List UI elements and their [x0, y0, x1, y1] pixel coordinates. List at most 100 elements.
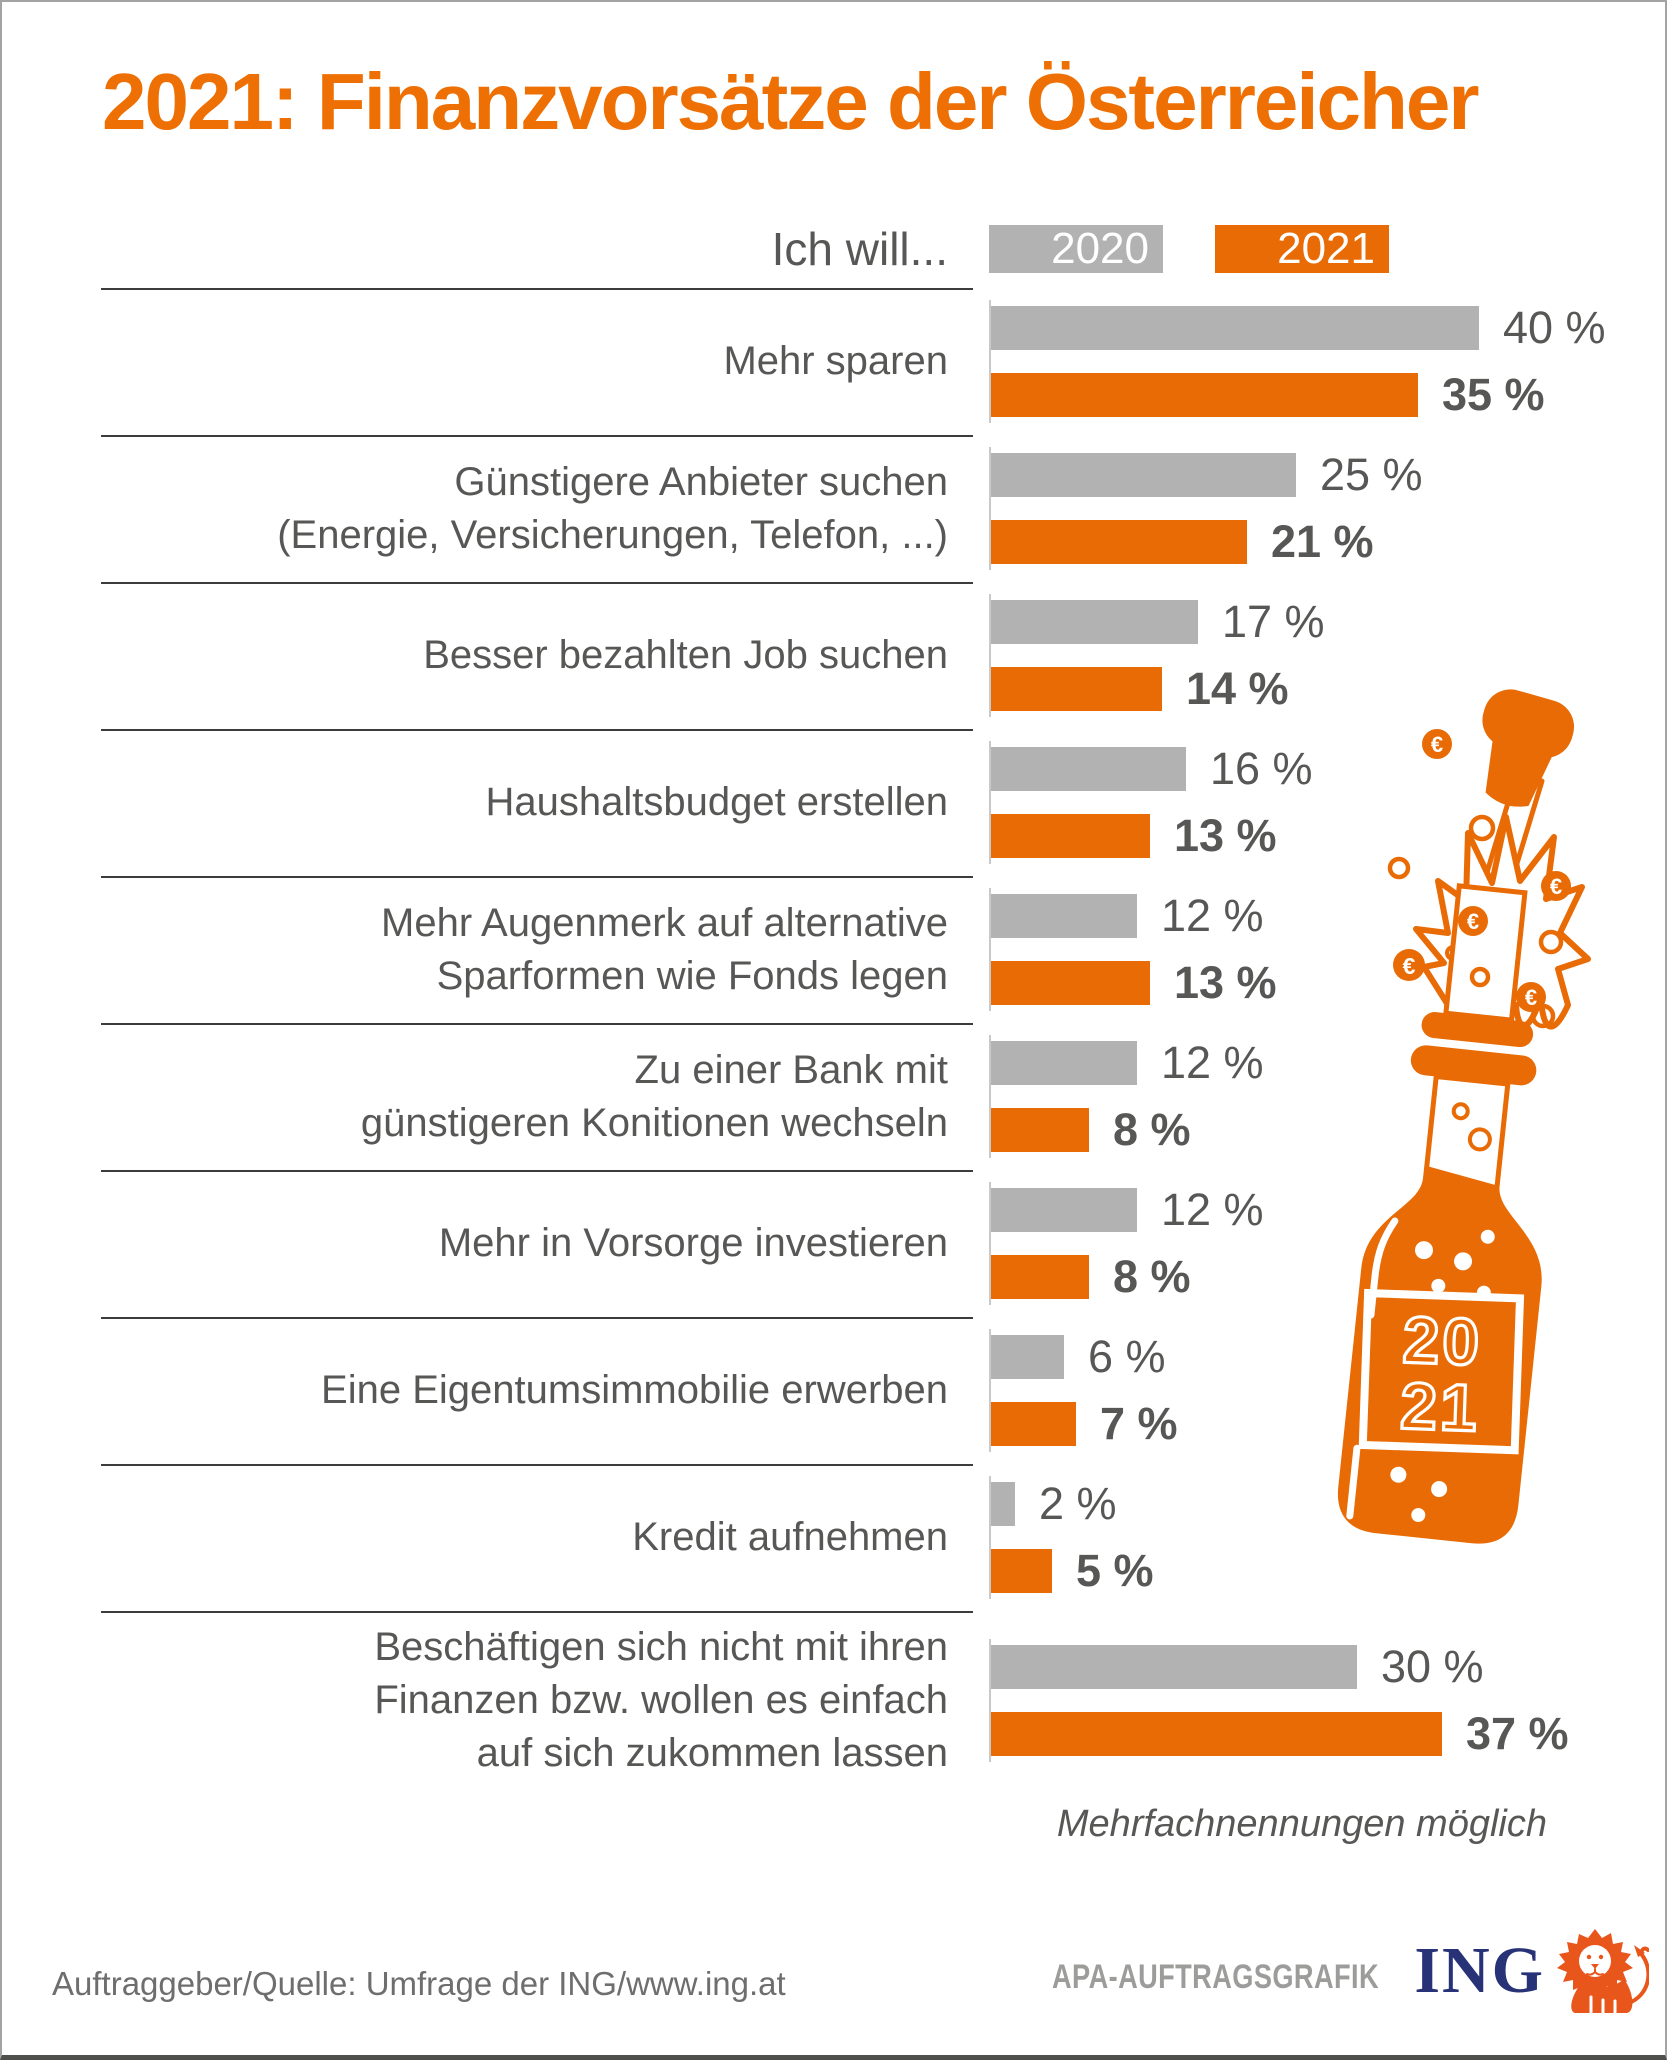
bar-line-2021: 8 %	[991, 1104, 1631, 1156]
legend-chips: 2020 2021	[989, 225, 1645, 273]
chart-row: Beschäftigen sich nicht mit ihren Finanz…	[77, 1611, 1645, 1789]
ing-logo-text: ING	[1414, 1934, 1545, 2007]
bar-line-2020: 30 %	[991, 1641, 1631, 1693]
bar-chart: Mehr sparen 40 % 35 % Günstigere Anbiete…	[77, 288, 1645, 1789]
value-2020: 40 %	[1503, 302, 1606, 353]
value-2021: 13 %	[1174, 810, 1277, 861]
row-label: Besser bezahlten Job suchen	[423, 633, 948, 678]
bar-2020	[991, 1644, 1357, 1689]
chart-row: Zu einer Bank mit günstigeren Konitionen…	[77, 1023, 1645, 1170]
row-bars: 16 % 13 %	[989, 741, 1631, 864]
ing-lion-icon	[1557, 1929, 1649, 2015]
chart-row: Eine Eigentumsimmobilie erwerben 6 % 7 %	[77, 1317, 1645, 1464]
bar-line-2021: 7 %	[991, 1398, 1631, 1450]
legend-chip-2020: 2020	[989, 225, 1163, 273]
bar-line-2021: 13 %	[991, 957, 1631, 1009]
value-2020: 17 %	[1222, 596, 1325, 647]
value-2021: 14 %	[1186, 663, 1289, 714]
bar-2021	[991, 373, 1418, 417]
value-2020: 6 %	[1088, 1331, 1166, 1382]
row-bars: 12 % 8 %	[989, 1035, 1631, 1158]
bar-line-2021: 37 %	[991, 1708, 1631, 1760]
bar-2021	[991, 520, 1247, 564]
row-label: Zu einer Bank mit günstigeren Konitionen…	[360, 1047, 948, 1145]
bar-line-2020: 6 %	[991, 1331, 1631, 1383]
bar-2021	[991, 1549, 1052, 1593]
bar-2021	[991, 961, 1150, 1005]
bar-line-2020: 25 %	[991, 449, 1631, 501]
value-2020: 12 %	[1161, 1037, 1264, 1088]
bar-2021	[991, 1711, 1442, 1756]
bar-line-2021: 5 %	[991, 1545, 1631, 1597]
row-bars: 40 % 35 %	[989, 300, 1631, 423]
row-label: Beschäftigen sich nicht mit ihren Finanz…	[374, 1625, 948, 1775]
row-label: Mehr Augenmerk auf alternative Sparforme…	[381, 900, 948, 998]
legend-chip-2021: 2021	[1215, 225, 1389, 273]
row-bars: 30 % 37 %	[989, 1638, 1631, 1762]
chart-row: Besser bezahlten Job suchen 17 % 14 %	[77, 582, 1645, 729]
bar-2021	[991, 814, 1150, 858]
bar-line-2020: 12 %	[991, 890, 1631, 942]
bar-line-2021: 35 %	[991, 369, 1631, 421]
bar-2021	[991, 1255, 1089, 1299]
page-title: 2021: Finanzvorsätze der Österreicher	[102, 57, 1480, 146]
chart-footnote: Mehrfachnennungen möglich	[1056, 1803, 1547, 1846]
bar-line-2021: 21 %	[991, 516, 1631, 568]
value-2021: 5 %	[1076, 1545, 1154, 1596]
bar-line-2020: 40 %	[991, 302, 1631, 354]
bar-2021	[991, 1402, 1076, 1446]
bar-line-2020: 17 %	[991, 596, 1631, 648]
row-bars: 12 % 13 %	[989, 888, 1631, 1011]
value-2021: 7 %	[1100, 1398, 1178, 1449]
value-2020: 12 %	[1161, 1184, 1264, 1235]
legend-prompt: Ich will...	[771, 223, 948, 275]
bar-2020	[991, 894, 1137, 938]
bar-2020	[991, 747, 1186, 791]
bar-2020	[991, 1335, 1064, 1379]
row-bars: 6 % 7 %	[989, 1329, 1631, 1452]
value-2021: 8 %	[1113, 1104, 1191, 1155]
chart-row: Mehr in Vorsorge investieren 12 % 8 %	[77, 1170, 1645, 1317]
row-bars: 25 % 21 %	[989, 447, 1631, 570]
row-bars: 12 % 8 %	[989, 1182, 1631, 1305]
ing-logo: ING	[1414, 1923, 1649, 2019]
apa-credit: APA-AUFTRAGSGRAFIK	[1052, 1958, 1380, 1996]
bar-2020	[991, 1041, 1137, 1085]
bar-2021	[991, 1108, 1089, 1152]
row-label: Kredit aufnehmen	[632, 1515, 948, 1560]
chart-row: Mehr sparen 40 % 35 %	[77, 288, 1645, 435]
bar-line-2021: 8 %	[991, 1251, 1631, 1303]
bar-2020	[991, 306, 1479, 350]
row-label: Haushaltsbudget erstellen	[485, 780, 948, 825]
value-2021: 21 %	[1271, 516, 1374, 567]
legend: Ich will... 2020 2021	[77, 222, 1645, 276]
value-2020: 2 %	[1039, 1478, 1117, 1529]
bar-line-2020: 12 %	[991, 1037, 1631, 1089]
row-label: Eine Eigentumsimmobilie erwerben	[321, 1368, 948, 1413]
bar-2020	[991, 453, 1296, 497]
value-2021: 8 %	[1113, 1251, 1191, 1302]
chart-row: Kredit aufnehmen 2 % 5 %	[77, 1464, 1645, 1611]
chart-row: Haushaltsbudget erstellen 16 % 13 %	[77, 729, 1645, 876]
bar-line-2020: 16 %	[991, 743, 1631, 795]
bar-2020	[991, 1482, 1015, 1526]
bar-line-2020: 2 %	[991, 1478, 1631, 1530]
value-2020: 25 %	[1320, 449, 1423, 500]
value-2021: 37 %	[1466, 1707, 1569, 1759]
bar-line-2020: 12 %	[991, 1184, 1631, 1236]
value-2020: 30 %	[1381, 1640, 1484, 1692]
value-2021: 13 %	[1174, 957, 1277, 1008]
bar-2021	[991, 667, 1162, 711]
bar-2020	[991, 600, 1198, 644]
bar-line-2021: 13 %	[991, 810, 1631, 862]
row-label: Mehr sparen	[723, 339, 948, 384]
bar-2020	[991, 1188, 1137, 1232]
bar-line-2021: 14 %	[991, 663, 1631, 715]
value-2020: 16 %	[1210, 743, 1313, 794]
row-label: Günstigere Anbieter suchen (Energie, Ver…	[277, 459, 948, 557]
value-2020: 12 %	[1161, 890, 1264, 941]
source-credit: Auftraggeber/Quelle: Umfrage der ING/www…	[52, 1965, 786, 2002]
chart-row: Mehr Augenmerk auf alternative Sparforme…	[77, 876, 1645, 1023]
value-2021: 35 %	[1442, 369, 1545, 420]
chart-row: Günstigere Anbieter suchen (Energie, Ver…	[77, 435, 1645, 582]
